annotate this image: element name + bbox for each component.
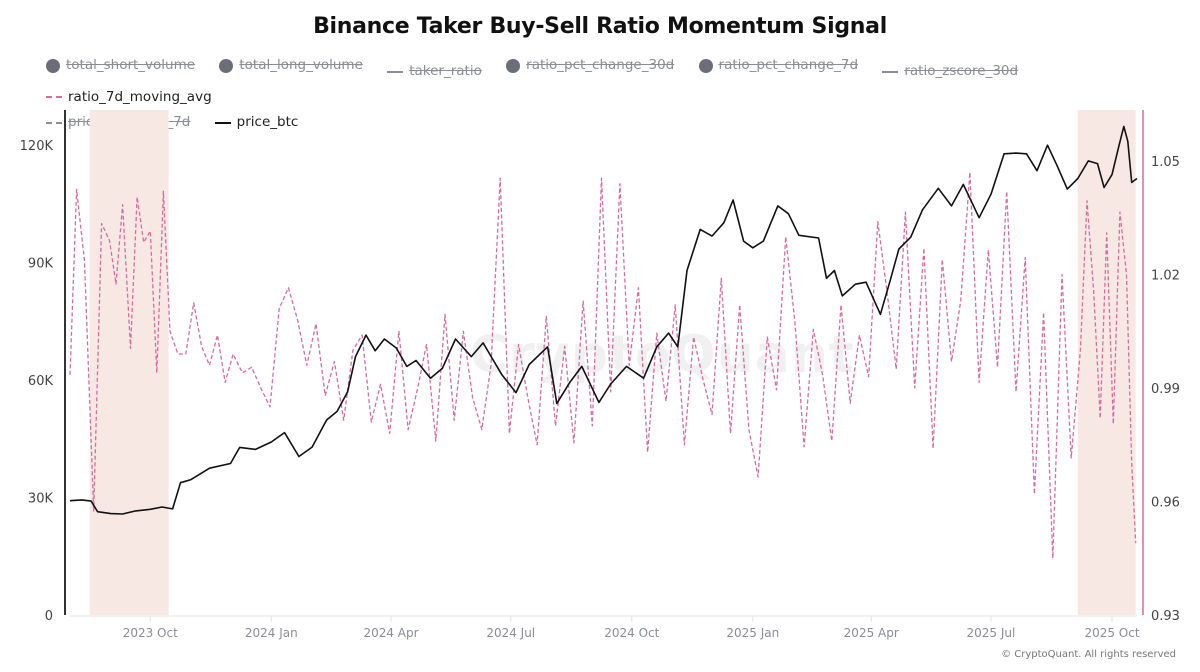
legend-item-total-long-volume[interactable]: total_long_volume: [219, 54, 363, 77]
legend-item-price-btc[interactable]: price_btc: [214, 111, 299, 134]
y-right-tick-label: 0.93: [1151, 609, 1180, 624]
legend-item-total-short-volume[interactable]: total_short_volume: [46, 54, 195, 77]
y-right-tick-label: 1.05: [1151, 155, 1180, 170]
x-tick-label: 2025 Oct: [1084, 626, 1139, 640]
x-tick-label: 2023 Oct: [123, 626, 178, 640]
y-left-tick-label: 90K: [28, 257, 54, 272]
legend-dot-icon: [219, 58, 234, 73]
chart-title: Binance Taker Buy-Sell Ratio Momentum Si…: [313, 14, 887, 39]
x-axis: 2023 Oct 2024 Jan 2024 Apr 2024 Jul 2024 Oct…: [70, 615, 1140, 640]
y-left-tick-label: 30K: [28, 492, 54, 507]
legend-dash-icon: [46, 96, 62, 98]
x-tick-label: 2025 Jan: [726, 626, 779, 640]
legend-item-ratio-pct-change-30d[interactable]: ratio_pct_change_30d: [506, 54, 674, 77]
series-line-ratio-7d-moving-avg: [69, 171, 1137, 559]
x-tick-label: 2024 Oct: [604, 626, 659, 640]
legend-label: price_btc: [236, 114, 299, 130]
shaded-region: [1077, 110, 1136, 615]
legend-label: ratio_pct_change_7d: [718, 57, 859, 73]
y-left-tick-label: 0: [45, 609, 53, 624]
legend-label: total_long_volume: [239, 57, 363, 73]
legend-label: ratio_pct_change_30d: [526, 57, 675, 73]
shaded-regions: [89, 110, 1136, 615]
legend-dash-icon: [46, 121, 62, 124]
x-tick-label: 2025 Apr: [844, 626, 899, 640]
series-layer: [69, 125, 1138, 559]
legend-line-icon: [882, 70, 899, 73]
legend-label: ratio_7d_moving_avg: [68, 88, 212, 105]
y-left-tick-label: 60K: [28, 374, 54, 389]
y-right-tick-label: 1.02: [1151, 269, 1180, 284]
legend-item-ratio-zscore-30d[interactable]: ratio_zscore_30d: [882, 60, 1018, 83]
legend-line-icon: [387, 70, 404, 73]
copyright-credit: © CryptoQuant. All rights reserved: [1001, 649, 1176, 660]
legend-dot-icon: [698, 58, 713, 73]
y-axis-left: 0 30K 60K 90K 120K: [20, 110, 66, 624]
y-right-tick-label: 0.96: [1151, 496, 1180, 511]
legend-label: ratio_zscore_30d: [904, 63, 1019, 79]
x-tick-label: 2025 Jul: [967, 626, 1016, 640]
legend-item-ratio-7d-moving-avg[interactable]: ratio_7d_moving_avg: [46, 86, 212, 109]
legend-item-taker-ratio[interactable]: taker_ratio: [387, 60, 482, 83]
shaded-region: [89, 110, 169, 615]
legend-dot-icon: [506, 58, 521, 73]
x-tick-label: 2024 Jan: [245, 626, 298, 640]
y-right-tick-label: 0.99: [1151, 382, 1180, 397]
legend-line-icon: [214, 121, 231, 124]
x-tick-label: 2024 Jul: [486, 626, 535, 640]
legend-dot-icon: [46, 58, 60, 73]
series-line-price-btc: [69, 125, 1138, 515]
legend-label: total_short_volume: [66, 57, 196, 73]
legend-label: taker_ratio: [409, 63, 482, 79]
legend-item-ratio-pct-change-7d[interactable]: ratio_pct_change_7d: [698, 54, 859, 77]
y-axis-right: 0.93 0.96 0.99 1.02 1.05: [1142, 110, 1180, 624]
y-left-tick-label: 120K: [20, 139, 54, 154]
x-tick-label: 2024 Apr: [363, 626, 418, 640]
